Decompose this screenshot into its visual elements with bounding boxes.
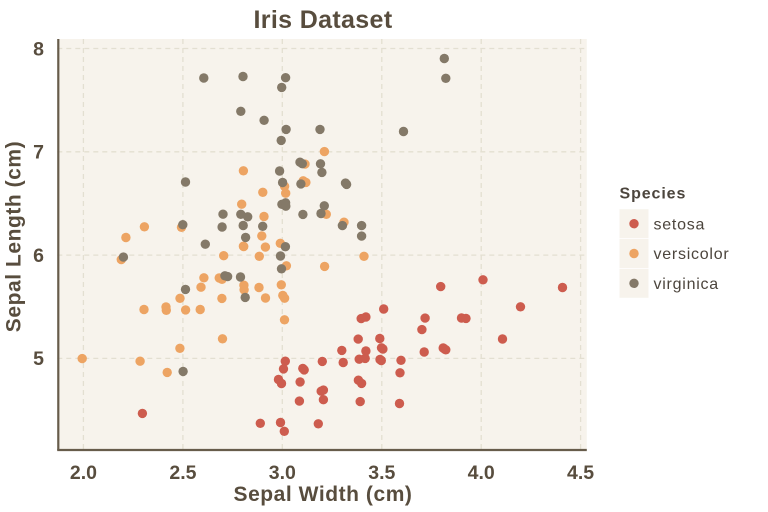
svg-text:virginica: virginica [654, 276, 719, 293]
svg-text:7: 7 [33, 142, 44, 164]
svg-text:3.0: 3.0 [269, 462, 296, 484]
svg-text:setosa: setosa [654, 216, 706, 233]
svg-text:2.0: 2.0 [70, 462, 97, 484]
svg-text:versicolor: versicolor [654, 246, 730, 263]
svg-text:5: 5 [33, 348, 44, 370]
svg-text:Sepal Length (cm): Sepal Length (cm) [3, 141, 26, 332]
svg-text:Species: Species [620, 186, 687, 203]
svg-text:4.5: 4.5 [567, 462, 594, 484]
svg-text:2.5: 2.5 [169, 462, 196, 484]
svg-text:Iris Dataset: Iris Dataset [254, 6, 393, 34]
svg-text:4.0: 4.0 [468, 462, 495, 484]
svg-text:Sepal Width (cm): Sepal Width (cm) [234, 483, 413, 506]
svg-text:3.5: 3.5 [368, 462, 395, 484]
svg-text:6: 6 [33, 245, 44, 267]
svg-text:8: 8 [33, 38, 44, 60]
